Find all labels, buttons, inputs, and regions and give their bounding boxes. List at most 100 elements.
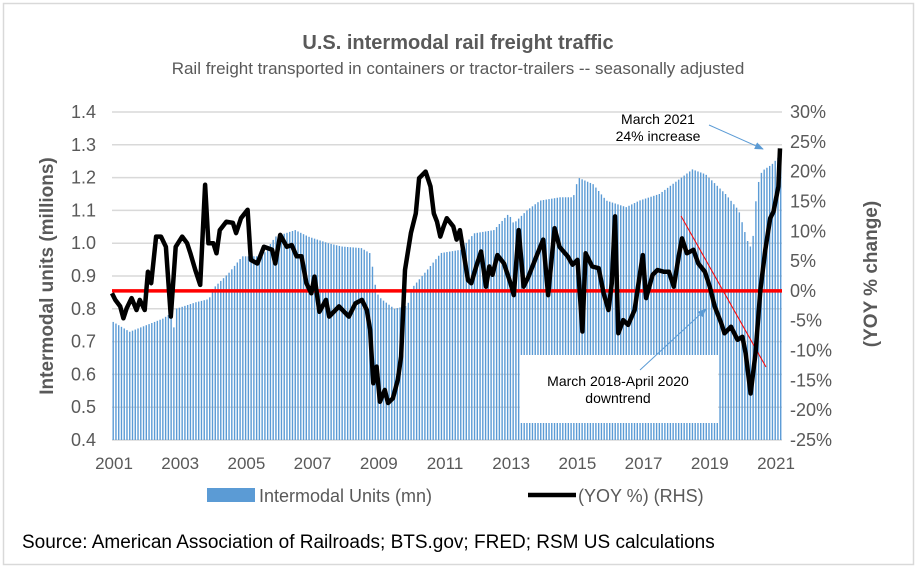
bar <box>666 187 669 440</box>
bar <box>746 241 749 440</box>
bar <box>363 249 365 440</box>
bar <box>443 252 445 440</box>
right-tick-label: 25% <box>790 132 826 152</box>
bar <box>424 272 426 440</box>
bar <box>313 238 316 440</box>
bar <box>545 199 547 440</box>
bar <box>239 259 241 440</box>
bar <box>402 306 404 440</box>
bar <box>181 306 183 440</box>
bar <box>534 204 536 440</box>
right-tick-label: 5% <box>790 251 816 271</box>
bar <box>393 308 396 440</box>
bar <box>780 154 782 440</box>
downtrend-trendline <box>680 215 767 368</box>
bar <box>727 197 730 440</box>
bar <box>586 181 589 440</box>
bar <box>294 230 296 440</box>
bar <box>636 201 638 440</box>
x-tick-label: 2013 <box>492 454 530 473</box>
bar <box>484 231 487 440</box>
bar <box>606 200 608 440</box>
bar <box>211 289 214 440</box>
bar <box>540 200 542 440</box>
bar <box>691 169 694 440</box>
bar <box>120 326 123 440</box>
bar <box>669 185 672 440</box>
bar <box>562 197 564 440</box>
bar <box>123 328 125 440</box>
bar <box>311 237 313 440</box>
bar <box>509 216 512 440</box>
bar <box>380 298 382 440</box>
x-tick-label: 2001 <box>95 454 133 473</box>
annotation-line: March 2021 <box>621 111 695 127</box>
bar <box>195 302 197 440</box>
bar <box>258 256 261 440</box>
bar <box>255 256 258 440</box>
bar <box>189 304 192 440</box>
left-tick-label: 0.4 <box>71 430 96 450</box>
left-tick-label: 1.2 <box>71 168 96 188</box>
bar <box>644 198 647 440</box>
bar <box>291 230 294 440</box>
annotation-line: 24% increase <box>616 128 701 144</box>
bar <box>360 248 363 440</box>
left-tick-label: 1.4 <box>71 102 96 122</box>
bar <box>366 251 368 440</box>
bar <box>733 204 735 440</box>
bar <box>432 262 434 440</box>
bar <box>722 191 724 440</box>
right-tick-label: -25% <box>790 430 832 450</box>
bar <box>305 235 307 440</box>
bar <box>156 320 159 440</box>
bar <box>774 160 776 440</box>
bar <box>142 326 145 440</box>
bar <box>231 269 233 440</box>
bar <box>567 197 570 440</box>
x-tick-label: 2007 <box>294 454 332 473</box>
bar <box>302 234 305 440</box>
bar <box>589 182 592 440</box>
bar <box>413 285 415 440</box>
bar <box>506 214 509 440</box>
x-tick-label: 2005 <box>227 454 265 473</box>
bar <box>126 330 128 440</box>
bar <box>446 252 448 440</box>
bar <box>153 321 156 440</box>
bar <box>404 306 407 440</box>
bar <box>338 245 341 440</box>
right-tick-label: 15% <box>790 191 826 211</box>
bar <box>501 220 503 440</box>
bar <box>388 304 390 440</box>
bar <box>198 301 200 440</box>
bar <box>468 239 470 440</box>
bar <box>429 266 432 440</box>
right-tick-label: 0% <box>790 281 816 301</box>
annotation-line: downtrend <box>585 390 650 406</box>
left-axis-title: Intermodal units (millions) <box>37 157 58 395</box>
left-tick-label: 0.9 <box>71 266 96 286</box>
bar <box>151 323 153 440</box>
bar <box>415 282 418 440</box>
bar <box>346 246 349 440</box>
bar <box>286 232 288 440</box>
bar <box>300 232 302 440</box>
bar <box>498 224 501 440</box>
bar <box>523 213 525 440</box>
bar <box>664 189 666 440</box>
bar <box>426 269 429 440</box>
x-tick-label: 2011 <box>427 454 464 473</box>
right-tick-label: -20% <box>790 400 832 420</box>
bar <box>112 321 114 440</box>
bar <box>493 230 495 440</box>
bar <box>611 202 614 440</box>
bar <box>570 197 572 440</box>
bar <box>735 207 738 440</box>
bar <box>435 259 437 440</box>
bar <box>564 197 567 440</box>
bar <box>261 256 263 440</box>
bar <box>349 247 352 440</box>
bar <box>233 265 236 440</box>
bar <box>686 173 688 440</box>
